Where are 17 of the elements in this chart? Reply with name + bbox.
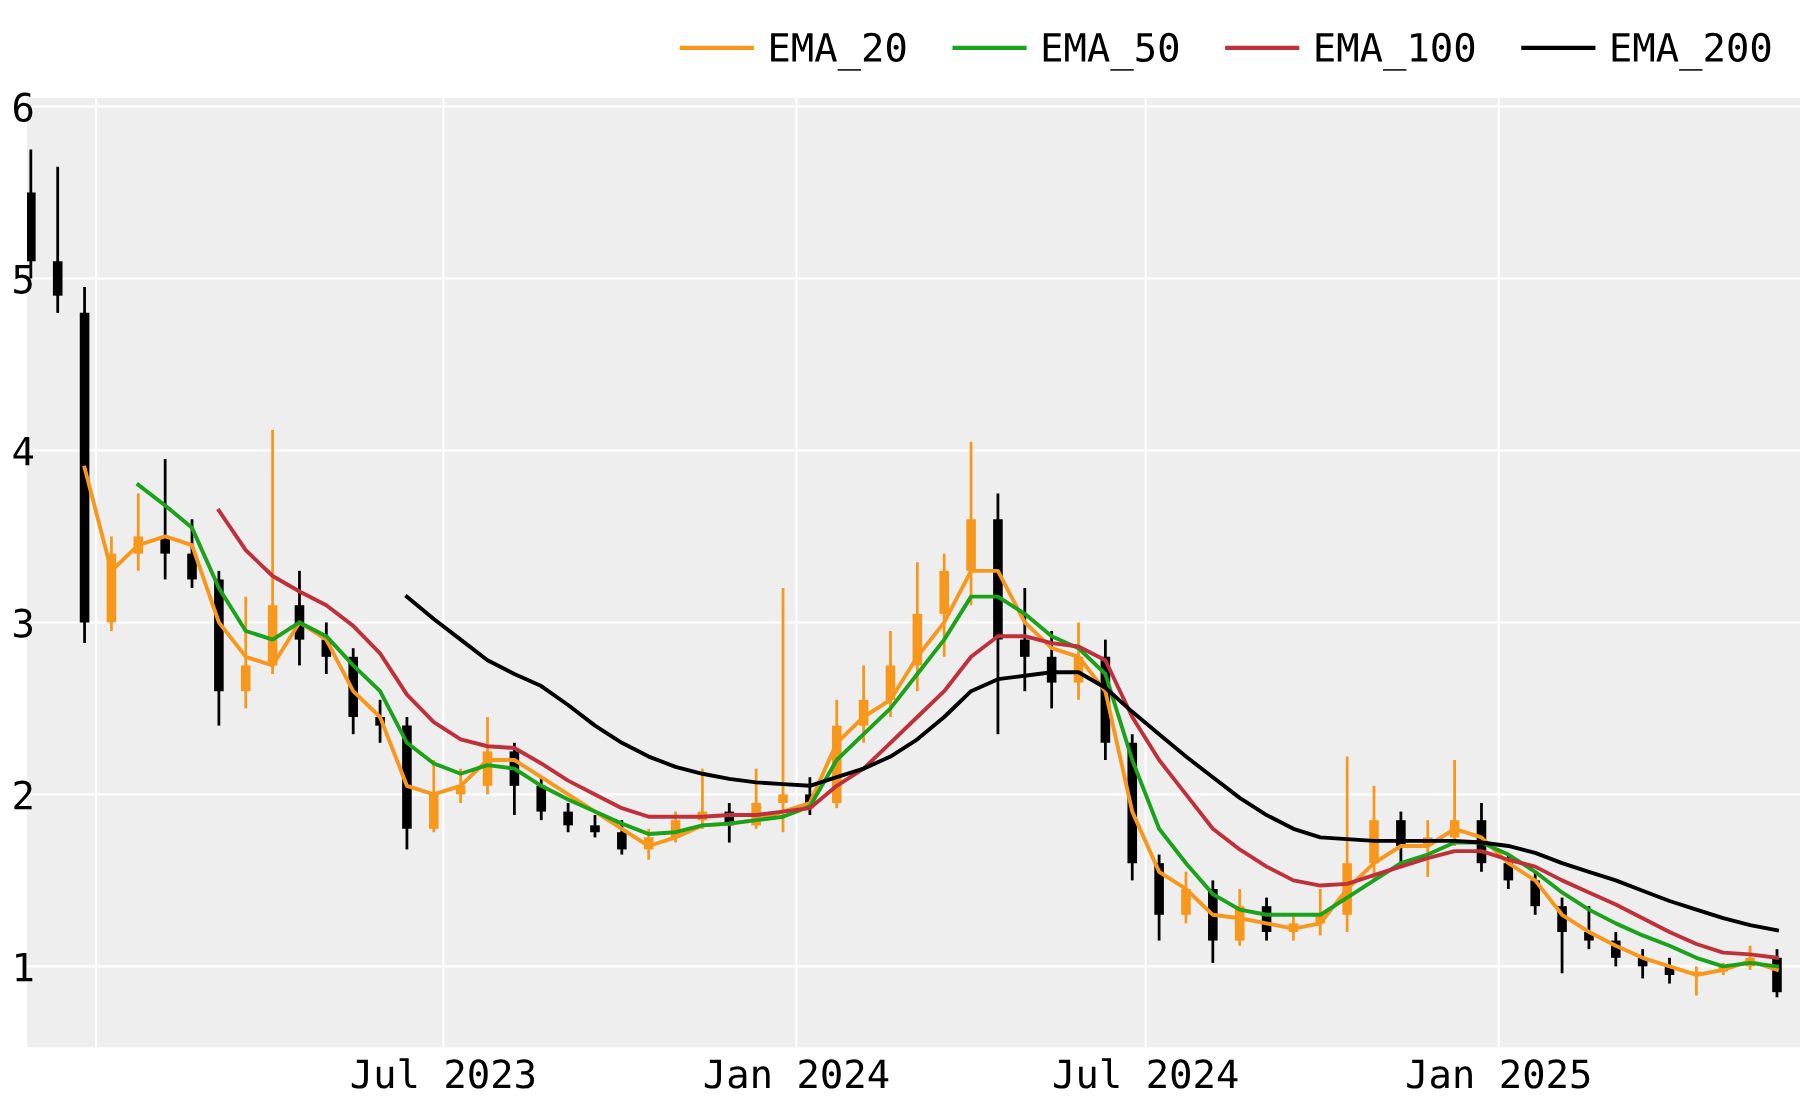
x-tick-label: Jul 2024 (1054, 1058, 1238, 1089)
y-tick-label: 5 (14, 265, 32, 294)
x-tick-label: Jan 2025 (1407, 1059, 1590, 1089)
y-tick-label: 1 (16, 952, 33, 982)
y-tick-label: 4 (13, 436, 34, 466)
legend-label: EMA_100 (1316, 32, 1475, 71)
candlestick (563, 801, 573, 834)
legend-label: EMA_200 (1612, 32, 1771, 71)
candlestick (778, 586, 788, 834)
y-tick-label: 2 (14, 780, 32, 810)
x-tick-label: Jan 2024 (704, 1059, 889, 1089)
y-tick-label: 6 (14, 92, 33, 122)
x-tick-label: Jul 2023 (351, 1058, 535, 1089)
legend-label: EMA_20 (771, 32, 906, 71)
y-tick-label: 3 (14, 608, 33, 638)
candlestick (590, 813, 600, 839)
legend-label: EMA_50 (1043, 32, 1179, 71)
